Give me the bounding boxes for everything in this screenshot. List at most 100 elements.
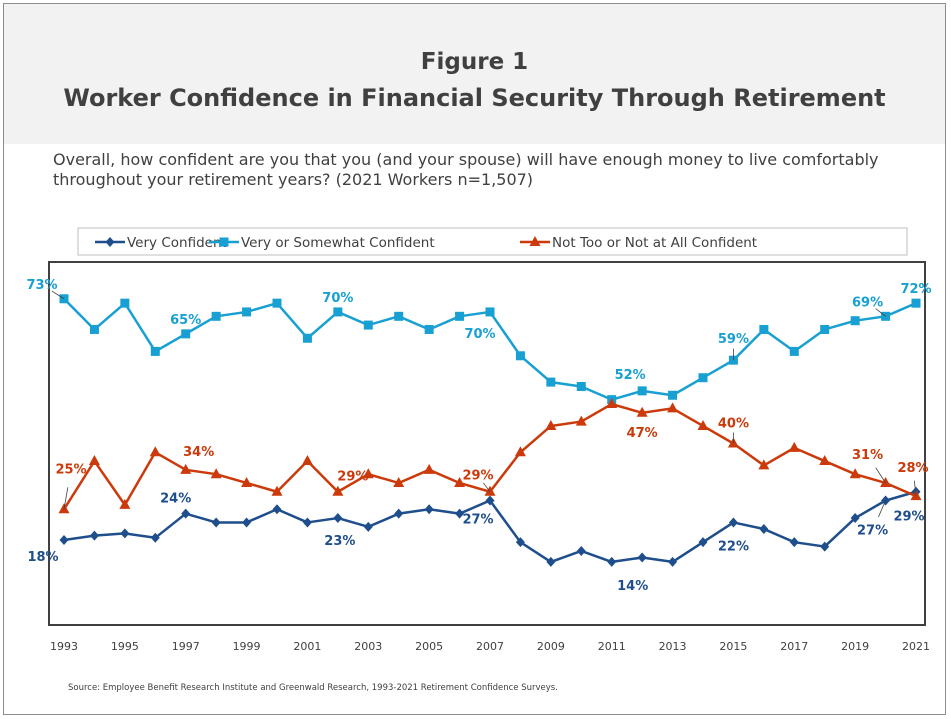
data-point [880, 476, 892, 487]
data-point [788, 441, 800, 452]
figure-title: Worker Confidence in Financial Security … [63, 84, 886, 112]
data-label: 27% [462, 513, 493, 528]
data-point [120, 298, 130, 308]
data-point [515, 351, 525, 361]
x-tick-label: 2001 [293, 640, 321, 653]
data-point [363, 320, 373, 330]
data-point [149, 446, 161, 457]
data-label: 24% [160, 492, 191, 507]
data-label: 73% [26, 278, 57, 293]
x-tick-label: 2009 [537, 640, 565, 653]
data-point [667, 402, 679, 413]
data-point [333, 513, 343, 524]
data-point [88, 455, 100, 466]
label-leader [913, 480, 917, 497]
data-label: 40% [718, 417, 749, 432]
data-point [485, 495, 495, 506]
data-label: 28% [897, 461, 928, 476]
data-label: 47% [627, 426, 658, 441]
data-point [211, 311, 221, 321]
data-point [454, 476, 466, 487]
data-label: 27% [857, 524, 888, 539]
data-label: 22% [718, 539, 749, 554]
data-point [424, 324, 434, 334]
data-point [424, 504, 434, 515]
data-point [759, 324, 769, 334]
data-point [272, 298, 282, 308]
data-point [393, 476, 405, 487]
data-point [211, 517, 221, 528]
data-label: 52% [615, 368, 646, 383]
data-point [423, 463, 435, 474]
data-point [545, 419, 557, 430]
data-point [698, 537, 708, 548]
data-point [89, 530, 99, 541]
data-point [759, 524, 769, 535]
data-point [333, 307, 343, 317]
legend-marker-square [219, 237, 229, 247]
data-label: 65% [170, 313, 201, 328]
data-point [119, 498, 131, 509]
data-point [820, 324, 830, 334]
data-point [514, 446, 526, 457]
data-point [850, 513, 860, 524]
x-tick-label: 2021 [902, 640, 930, 653]
data-point [850, 316, 860, 326]
data-point [485, 307, 495, 317]
x-tick-label: 2013 [659, 640, 687, 653]
data-point [515, 537, 525, 548]
data-point [394, 311, 404, 321]
slide-frame: Figure 1 Worker Confidence in Financial … [3, 3, 946, 715]
data-label: 14% [617, 579, 648, 594]
data-label: 18% [27, 550, 58, 565]
data-point [668, 390, 678, 400]
data-point [241, 476, 253, 487]
data-point [242, 517, 252, 528]
source-note: Source: Employee Benefit Research Instit… [68, 683, 558, 693]
x-tick-label: 2007 [476, 640, 504, 653]
legend-label: Very Confident [127, 235, 227, 251]
label-leader [875, 308, 886, 317]
data-point [180, 463, 192, 474]
data-point [575, 415, 587, 426]
data-point [181, 508, 191, 519]
data-label: 23% [324, 534, 355, 549]
legend-label: Very or Somewhat Confident [241, 235, 435, 251]
data-point [181, 329, 191, 339]
legend-marker-diamond [105, 237, 115, 247]
data-point [59, 534, 69, 545]
x-tick-label: 2003 [354, 640, 382, 653]
data-point [242, 307, 252, 317]
data-label: 29% [462, 469, 493, 484]
legend-label: Not Too or Not at All Confident [552, 235, 757, 251]
label-leader [63, 487, 69, 510]
plot-area [48, 261, 926, 626]
x-tick-label: 1999 [233, 640, 261, 653]
label-leader [51, 290, 65, 300]
data-point [150, 346, 160, 356]
data-point [637, 552, 647, 563]
x-tick-label: 2005 [415, 640, 443, 653]
data-point [546, 377, 556, 387]
label-leader [483, 482, 491, 492]
survey-question: Overall, how confident are you that you … [53, 150, 879, 189]
x-tick-label: 2015 [719, 640, 747, 653]
data-point [302, 517, 312, 528]
data-point [697, 419, 709, 430]
data-point [89, 324, 99, 334]
data-point [455, 311, 465, 321]
legend-marker-triangle [529, 236, 541, 246]
label-leader [878, 500, 886, 518]
data-point [576, 545, 586, 556]
data-point [302, 333, 312, 343]
data-point [120, 528, 130, 539]
data-point [362, 468, 374, 479]
data-label: 59% [718, 332, 749, 347]
data-point [819, 455, 831, 466]
data-point [332, 485, 344, 496]
figure-label: Figure 1 [420, 49, 529, 75]
x-tick-label: 2019 [841, 640, 869, 653]
data-point [911, 298, 921, 308]
data-point [607, 556, 617, 567]
data-point [271, 485, 283, 496]
